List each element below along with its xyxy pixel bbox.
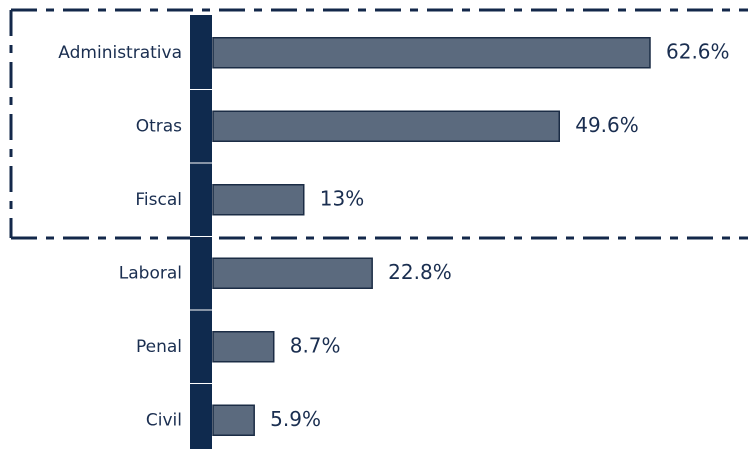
category-label: Administrativa	[58, 43, 182, 63]
bar	[212, 331, 275, 363]
bar	[212, 37, 651, 69]
axis-band	[190, 15, 212, 449]
bar	[212, 110, 560, 142]
value-label: 22.8%	[388, 260, 452, 284]
value-label: 13%	[320, 186, 364, 210]
value-label: 62.6%	[666, 39, 730, 63]
highlight-box	[9, 8, 748, 240]
category-label: Laboral	[119, 263, 182, 283]
category-label: Fiscal	[135, 190, 182, 210]
category-label: Civil	[146, 410, 182, 430]
value-label: 5.9%	[270, 407, 321, 431]
bar	[212, 404, 255, 436]
category-label: Otras	[136, 116, 182, 136]
bar	[212, 184, 305, 216]
category-label: Penal	[136, 337, 182, 357]
bar	[212, 257, 373, 289]
value-label: 49.6%	[575, 113, 639, 137]
value-label: 8.7%	[290, 333, 341, 357]
